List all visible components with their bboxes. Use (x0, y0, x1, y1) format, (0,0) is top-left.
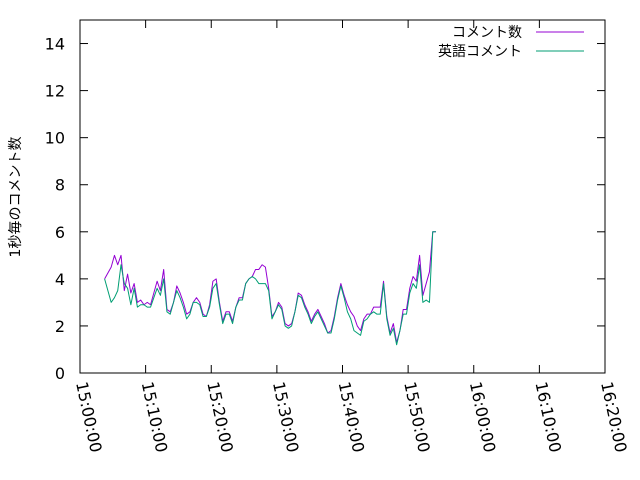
y-tick-label: 2 (55, 317, 65, 336)
x-tick-labels: 15:00:00 15:10:00 15:20:00 15:30:00 15:40:00… (72, 380, 631, 454)
y-tick-label: 14 (45, 35, 65, 54)
series-line-1 (104, 231, 437, 346)
y-tick-label: 4 (55, 270, 65, 289)
y-tick-label: 12 (45, 82, 65, 101)
y-tick-label: 6 (55, 223, 65, 242)
plot-frame (79, 19, 606, 374)
series-lines (104, 231, 437, 346)
y-tick-label: 8 (55, 176, 65, 195)
y-tick-label: 10 (45, 129, 65, 148)
y-axis-label: 1秒毎のコメント数 (8, 137, 24, 258)
y-tick-labels: 0 2 4 6 8 10 12 14 (45, 35, 65, 383)
legend-label-1: 英語コメント (438, 43, 522, 60)
y-tick-label: 0 (55, 364, 65, 383)
legend-label-0: コメント数 (452, 25, 522, 41)
tick-marks (79, 20, 606, 374)
